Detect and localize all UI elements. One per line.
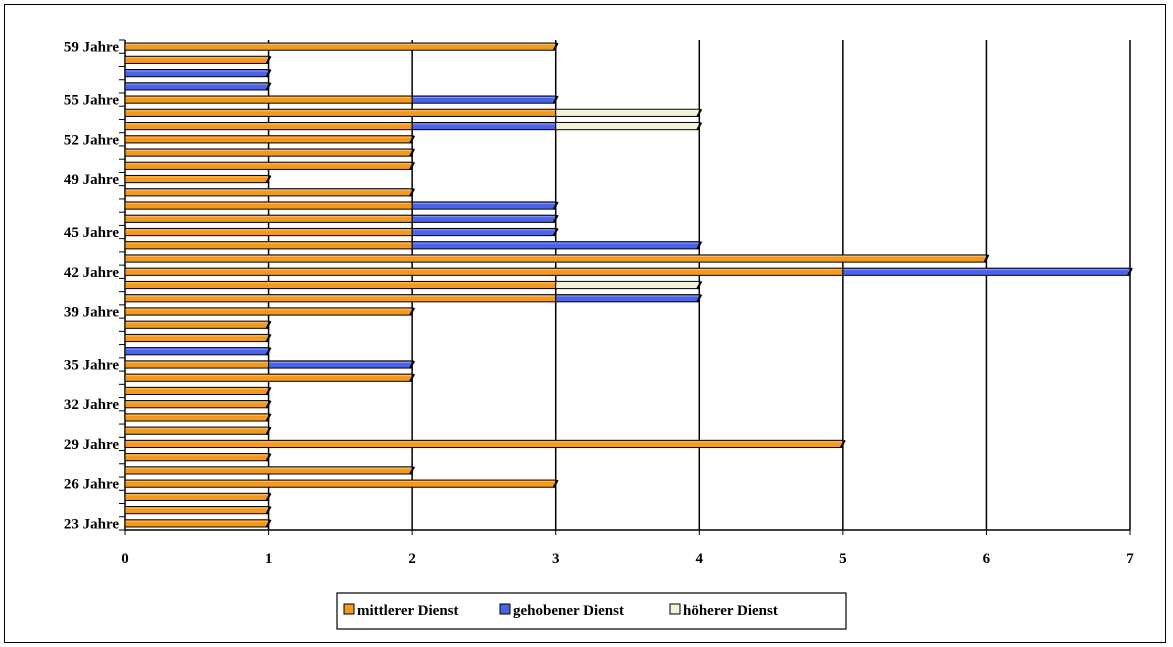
legend-swatch	[343, 603, 355, 615]
bar-end-cap	[552, 227, 559, 237]
y-tick-label: 39 Jahre	[64, 304, 119, 320]
legend-label: gehobener Dienst	[513, 603, 624, 619]
bar-end-cap	[552, 214, 559, 223]
legend-swatch	[499, 603, 511, 615]
bar-end-cap	[983, 254, 990, 263]
bar-end-cap	[409, 466, 416, 475]
bar-end-cap	[265, 320, 272, 329]
y-tick-label: 23 Jahre	[64, 516, 119, 532]
bar-end-cap	[409, 161, 416, 170]
bar-end-cap	[265, 506, 272, 515]
bar-end-cap	[552, 95, 559, 104]
bar-end-cap	[265, 386, 272, 396]
legend-label: mittlerer Dienst	[357, 603, 459, 619]
x-tick-label: 0	[121, 551, 129, 567]
bar-end-cap	[696, 294, 703, 303]
bar-end-cap	[552, 201, 559, 210]
bar-end-cap	[265, 426, 272, 435]
bar-end-cap	[409, 148, 416, 157]
bar-end-cap	[409, 135, 416, 144]
bar-end-cap	[696, 108, 703, 117]
x-tick-label: 6	[983, 551, 991, 567]
y-tick-label: 32 Jahre	[64, 397, 119, 413]
bar-end-cap	[265, 492, 272, 501]
legend-box	[336, 592, 847, 630]
bar-end-cap	[696, 280, 703, 290]
bar-end-cap	[409, 373, 416, 382]
bar-end-cap	[265, 400, 272, 409]
bar-end-cap	[265, 82, 272, 91]
bar-end-cap	[265, 333, 272, 343]
bar-end-cap	[552, 479, 559, 488]
bar-end-cap	[409, 360, 416, 369]
bar-end-cap	[265, 347, 272, 356]
x-tick-label: 3	[552, 551, 560, 567]
y-tick-label: 42 Jahre	[64, 265, 119, 281]
bar-end-cap	[265, 69, 272, 78]
y-tick-label: 26 Jahre	[64, 477, 119, 493]
legend-label: höherer Dienst	[683, 603, 778, 619]
bar-end-cap	[265, 413, 272, 422]
y-tick-label: 49 Jahre	[64, 172, 119, 188]
y-tick-label: 35 Jahre	[64, 357, 119, 373]
bar-end-cap	[1127, 267, 1133, 276]
y-tick-label: 55 Jahre	[64, 93, 119, 109]
bar-end-cap	[265, 55, 272, 64]
bar-end-cap	[696, 121, 703, 131]
bar-end-cap	[409, 188, 416, 197]
bar-end-cap	[265, 453, 272, 462]
y-tick-label: 45 Jahre	[64, 225, 119, 241]
x-tick-label: 7	[1126, 551, 1134, 567]
x-tick-label: 4	[696, 551, 704, 567]
bar-end-cap	[409, 307, 416, 316]
x-tick-label: 1	[265, 551, 273, 567]
legend-swatch	[669, 603, 681, 615]
bar-end-cap	[265, 174, 272, 184]
x-tick-label: 2	[408, 551, 416, 567]
x-tick-label: 5	[839, 551, 847, 567]
bar-end-cap	[696, 241, 703, 250]
y-tick-label: 59 Jahre	[64, 40, 119, 56]
bar-end-cap	[265, 519, 272, 528]
y-tick-label: 52 Jahre	[64, 132, 119, 148]
bar-end-cap	[552, 42, 559, 51]
y-tick-label: 29 Jahre	[64, 437, 119, 453]
bar-end-cap	[839, 439, 846, 449]
